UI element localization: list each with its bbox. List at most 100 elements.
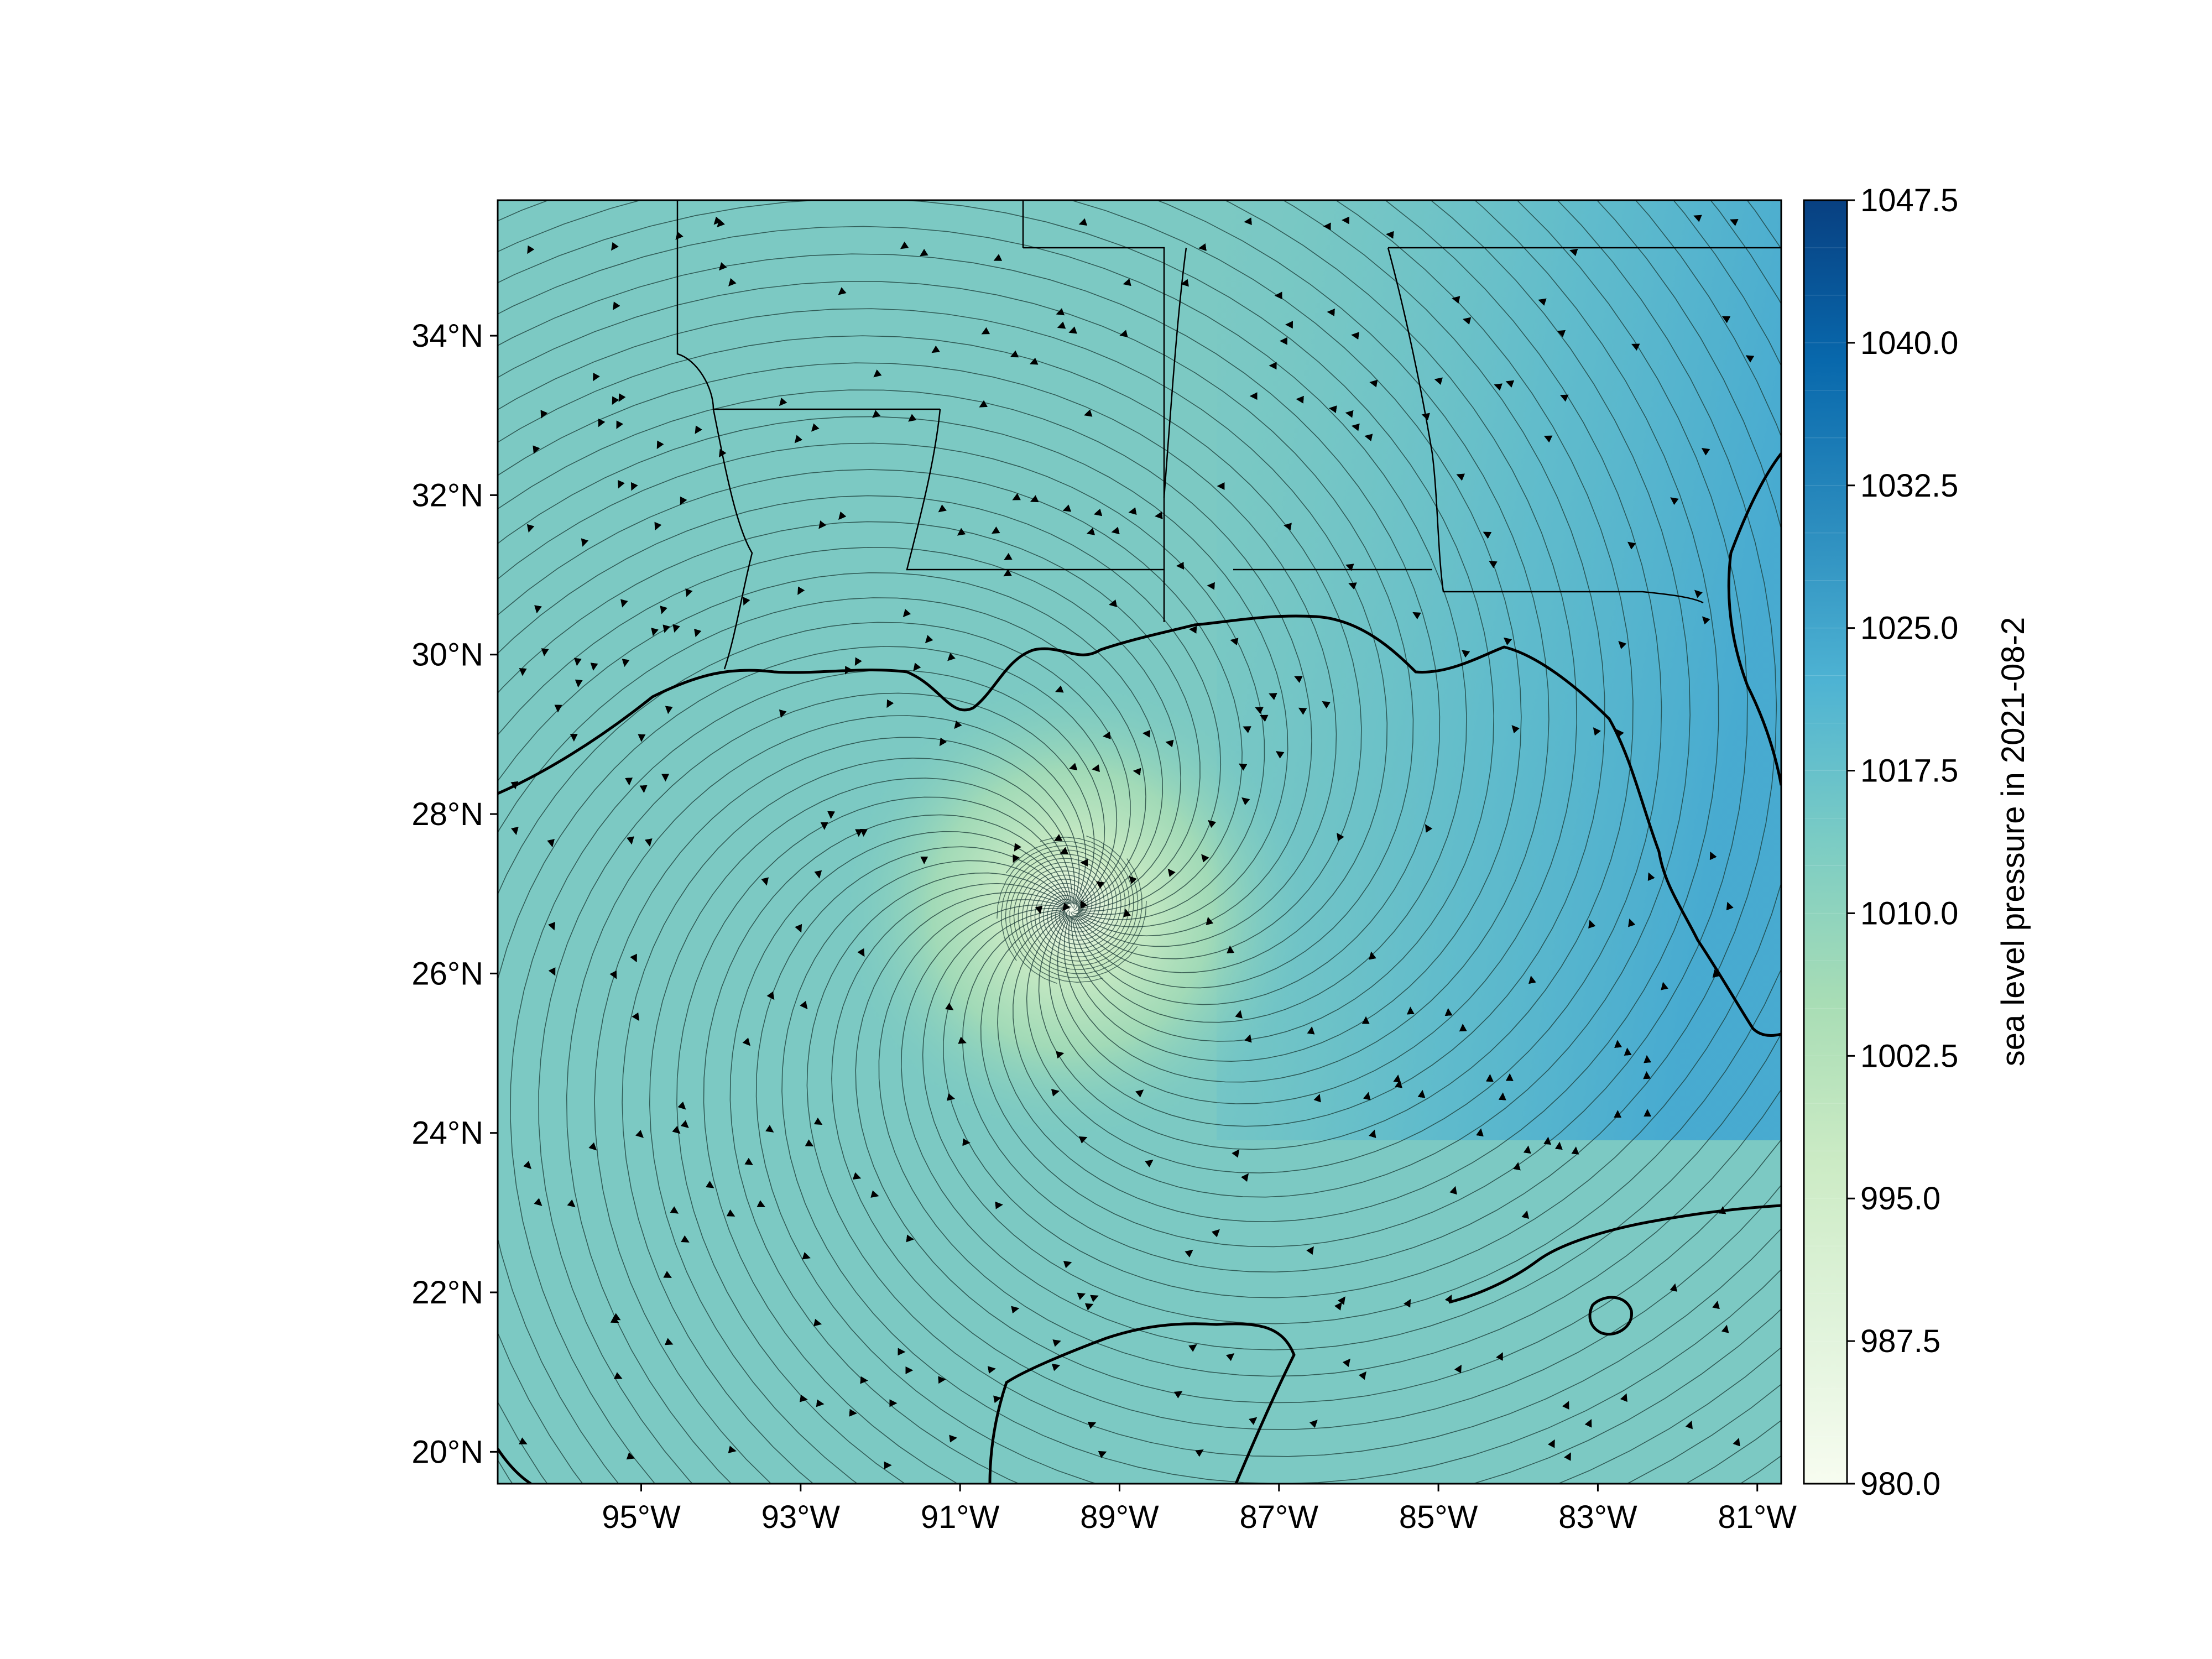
colorbar-tick-label: 1017.5 [1860, 753, 1958, 789]
colorbar-tick-label: 987.5 [1860, 1323, 1940, 1359]
colorbar-tick-label: 1040.0 [1860, 325, 1958, 361]
streamline [498, 200, 1550, 1083]
streamline [781, 860, 1781, 1484]
streamline [498, 253, 1441, 1005]
colorbar-label: sea level pressure in 2021-08-2 [1995, 617, 2031, 1066]
streamline [649, 778, 1781, 1484]
colorbar-gradient [1804, 200, 1847, 1484]
streamline-eye [1013, 862, 1138, 979]
streamline-eye [1001, 849, 1121, 961]
colorbar-tick-label: 1025.0 [1860, 611, 1958, 646]
streamline [498, 622, 1131, 1484]
streamline [855, 200, 1781, 1404]
streamline [498, 416, 1288, 927]
colorbar-tick-label: 995.0 [1860, 1181, 1940, 1217]
streamline [703, 814, 1781, 1484]
colorbar-bands [1804, 247, 1847, 1437]
yucatan-coastline [988, 1322, 1296, 1484]
streamline [962, 200, 1777, 1273]
x-tick-label: 95°W [602, 1499, 681, 1535]
streamline [498, 495, 1222, 912]
colorbar-tick-label: 980.0 [1860, 1466, 1940, 1502]
streamline [1026, 200, 1662, 1173]
streamline-eye [1026, 835, 1139, 966]
streamline [566, 715, 1087, 1484]
colorbar-ticks: 1047.5 1040.0 1032.5 1025.0 1017.5 1010.0 1002… [1847, 182, 1958, 1502]
longitude-axis: 95°W 93°W 91°W 89°W 87°W 85°W 83°W 81°W [602, 1484, 1797, 1535]
streamline-eye [1018, 866, 1147, 974]
coastlines [498, 452, 1781, 1484]
colorbar-frame [1803, 199, 1848, 1485]
x-tick-label: 83°W [1558, 1499, 1637, 1535]
streamline [498, 469, 1243, 915]
x-tick-label: 89°W [1080, 1499, 1159, 1535]
cuba-coastline [1448, 1204, 1781, 1304]
y-tick-label: 24°N [411, 1115, 483, 1151]
y-tick-label: 26°N [411, 956, 483, 992]
x-tick-label: 91°W [921, 1499, 1000, 1535]
mexico-coastline [498, 1448, 532, 1484]
high-pressure-region [1217, 200, 1781, 1140]
streamline [622, 758, 1076, 1484]
streamline-eye [1009, 858, 1113, 983]
y-tick-label: 30°N [411, 637, 483, 673]
colorbar-tick-label: 1002.5 [1860, 1038, 1958, 1074]
streamline [498, 226, 1467, 1023]
streamline [498, 308, 1388, 973]
streamline [498, 546, 1182, 910]
map-frame [497, 199, 1782, 1485]
storm-low-pressure [839, 677, 1304, 1142]
streamline [498, 521, 1201, 910]
streamline [498, 442, 1265, 920]
streamline-eye [1005, 841, 1130, 958]
streamline [997, 200, 1719, 1223]
y-tick-label: 20°N [411, 1434, 483, 1470]
latitude-axis: 34°N 32°N 30°N 28°N 26°N 24°N 22°N 20°N [411, 318, 498, 1470]
x-tick-label: 81°W [1718, 1499, 1797, 1535]
streamline [878, 200, 1781, 1377]
state-borders [676, 200, 1781, 670]
streamline [806, 872, 1781, 1457]
florida-east-coast [1727, 452, 1781, 786]
streamline [755, 846, 1781, 1484]
streamline [498, 200, 1495, 1042]
streamline [594, 737, 1080, 1484]
streamline-eye [1030, 837, 1134, 962]
streamline [538, 692, 1095, 1484]
streamline [498, 597, 1146, 1484]
streamline [510, 669, 1105, 1484]
streamline [900, 200, 1781, 1350]
streamline [980, 200, 1748, 1248]
streamline [831, 883, 1781, 1430]
y-tick-label: 28°N [411, 796, 483, 832]
y-tick-label: 34°N [411, 318, 483, 354]
streamline [729, 831, 1781, 1484]
colorbar: 1047.5 1040.0 1032.5 1025.0 1017.5 1010.0 1002… [1803, 182, 2031, 1502]
streamline [498, 335, 1362, 959]
streamline-eye [1005, 853, 1118, 984]
colorbar-tick-label: 1047.5 [1860, 182, 1958, 218]
streamline [498, 362, 1337, 947]
x-tick-label: 87°W [1240, 1499, 1319, 1535]
isla-juventud [1588, 1296, 1633, 1336]
streamline [1057, 200, 1578, 1104]
y-tick-label: 22°N [411, 1275, 483, 1311]
streamline [498, 200, 1522, 1062]
gulf-coastline [498, 614, 1781, 1037]
x-tick-label: 85°W [1399, 1499, 1478, 1535]
x-tick-label: 93°W [761, 1499, 841, 1535]
streamline [922, 200, 1781, 1324]
streamline [498, 281, 1414, 989]
streamline [943, 200, 1781, 1298]
streamline [676, 796, 1781, 1484]
streamline [1013, 200, 1691, 1198]
streamline [498, 572, 1164, 1484]
streamline [498, 646, 1118, 1484]
y-tick-label: 32°N [411, 477, 483, 513]
colorbar-tick-label: 1032.5 [1860, 468, 1958, 504]
streamline-eye [1021, 858, 1142, 971]
colorbar-tick-label: 1010.0 [1860, 895, 1958, 931]
streamline [1038, 200, 1634, 1150]
streamline [498, 389, 1312, 937]
